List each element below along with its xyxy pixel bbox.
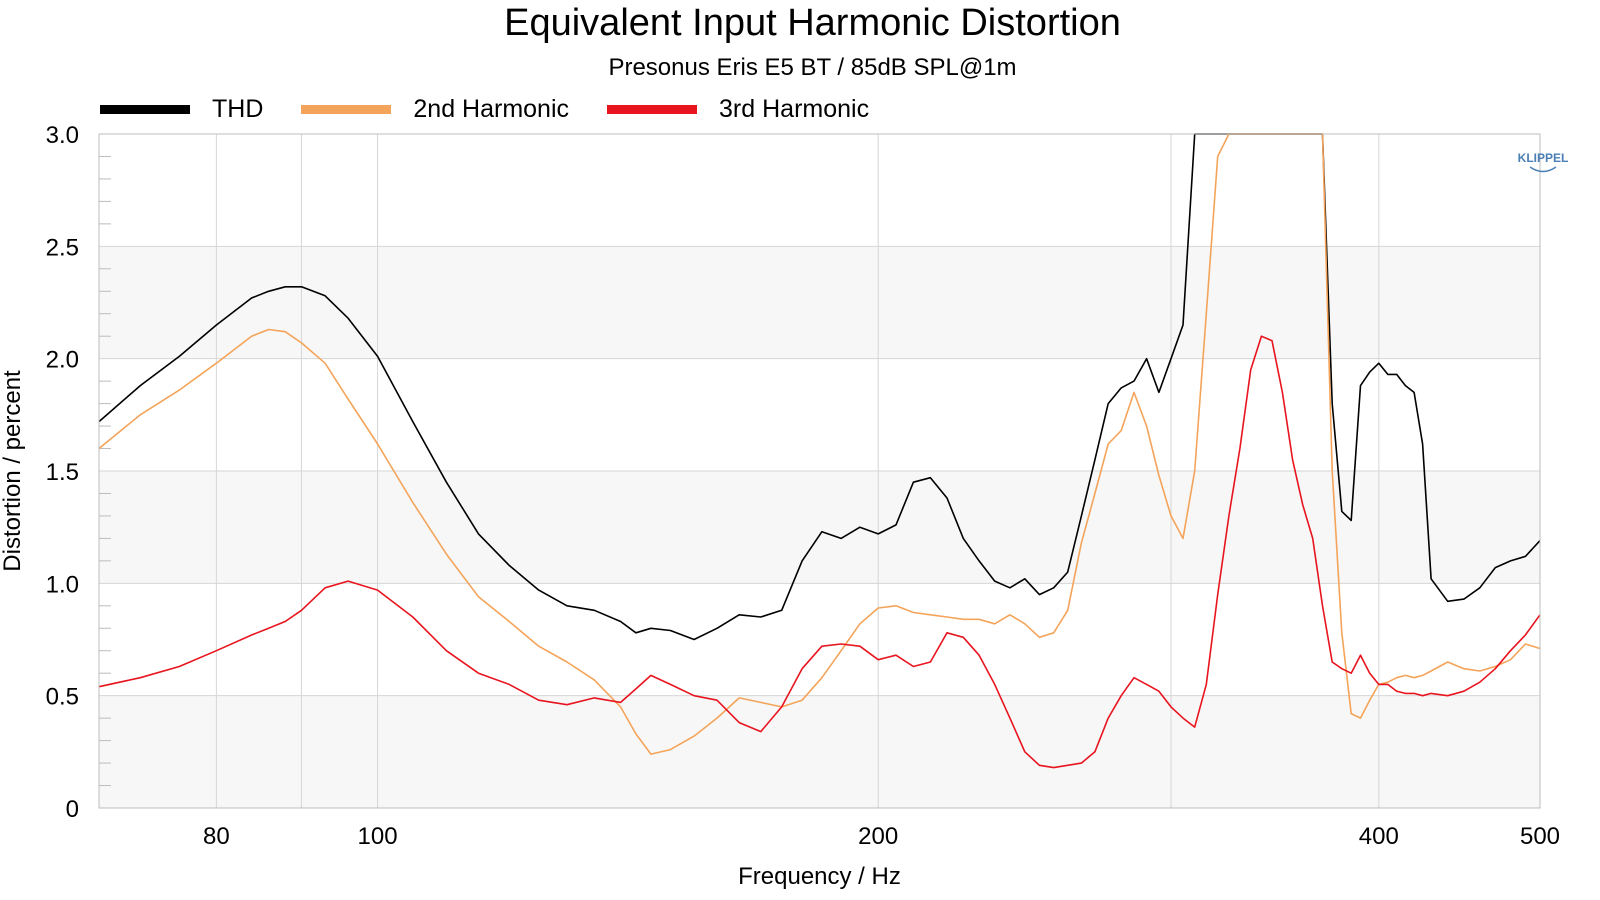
- y-minor-ticks: [99, 155, 111, 787]
- legend-swatch-thd: [100, 104, 190, 114]
- y-tick-label: 1.5: [46, 459, 79, 486]
- plot-frame: [98, 133, 1541, 809]
- y-tick-label: 3.0: [46, 122, 79, 149]
- series-line-3rd-harmonic: [98, 335, 1541, 769]
- klippel-logo-icon: KLIPPEL: [1518, 151, 1569, 173]
- background-band: [99, 134, 1540, 247]
- chart-subtitle: Presonus Eris E5 BT / 85dB SPL@1m: [608, 54, 1017, 81]
- y-axis-title: Distortion / percent: [0, 370, 26, 572]
- x-tick-label: 100: [358, 823, 398, 850]
- legend-label-3rd-harmonic: 3rd Harmonic: [719, 94, 870, 123]
- x-tick-label: 200: [858, 823, 898, 850]
- background-band: [99, 695, 1540, 808]
- background-band: [99, 471, 1540, 584]
- series-line-thd: [98, 133, 1541, 641]
- plot-background-bands: [99, 134, 1540, 808]
- klippel-logo-text: KLIPPEL: [1518, 151, 1569, 165]
- x-tick-label: 500: [1520, 823, 1560, 850]
- legend-item-3rd-harmonic: 3rd Harmonic: [607, 95, 869, 124]
- background-band: [99, 246, 1540, 359]
- legend-label-thd: THD: [212, 94, 264, 123]
- legend-item-thd: THD: [100, 95, 263, 124]
- x-axis-title: Frequency / Hz: [738, 863, 901, 890]
- series-layer: [98, 133, 1541, 769]
- background-band: [99, 583, 1540, 696]
- y-tick-label: 0: [66, 796, 79, 823]
- y-tick-labels: 0 0.5 1.0 1.5 2.0 2.5 3.0: [46, 122, 79, 823]
- legend-label-2nd-harmonic: 2nd Harmonic: [413, 94, 570, 123]
- chart-legend: THD 2nd Harmonic 3rd Harmonic: [100, 92, 907, 126]
- legend-swatch-2nd-harmonic: [301, 104, 392, 114]
- x-tick-label: 400: [1359, 823, 1399, 850]
- y-tick-label: 2.5: [46, 234, 79, 261]
- y-tick-label: 0.5: [46, 684, 79, 711]
- x-tick-labels: 80 100 200 400 500: [203, 823, 1560, 850]
- y-tick-label: 1.0: [46, 571, 79, 598]
- y-tick-label: 2.0: [46, 347, 79, 374]
- legend-item-2nd-harmonic: 2nd Harmonic: [301, 95, 569, 124]
- chart-title: Equivalent Input Harmonic Distortion: [504, 2, 1121, 44]
- x-tick-label: 80: [203, 823, 230, 850]
- background-band: [99, 358, 1540, 471]
- series-line-2nd-harmonic: [98, 133, 1541, 755]
- legend-swatch-3rd-harmonic: [607, 104, 698, 114]
